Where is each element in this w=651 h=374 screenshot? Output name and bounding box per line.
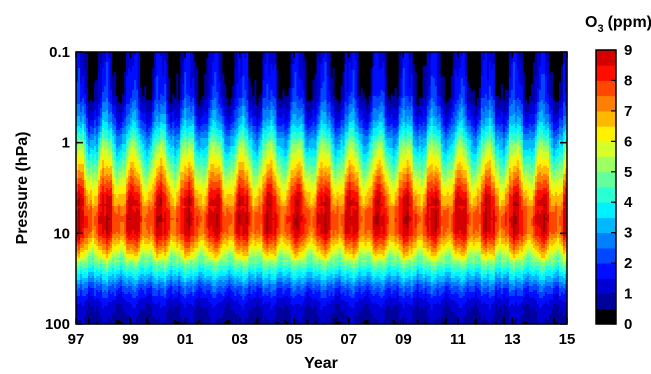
heatmap-area [76, 52, 568, 325]
